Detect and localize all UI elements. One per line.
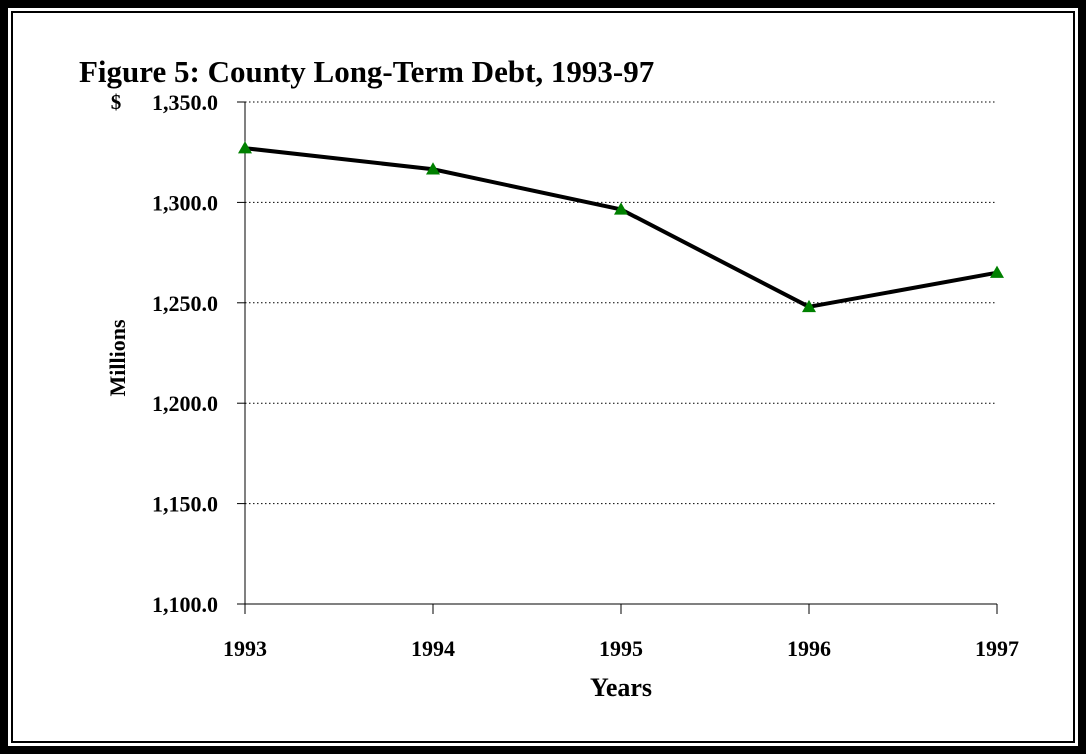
y-tick-label: 1,150.0: [152, 492, 218, 517]
y-tick-label: 1,300.0: [152, 190, 218, 215]
x-tick-label: 1997: [975, 636, 1019, 661]
y-tick-label: 1,250.0: [152, 291, 218, 316]
data-point-marker: [238, 141, 252, 154]
x-tick-label: 1994: [411, 636, 455, 661]
x-axis-label: Years: [590, 673, 652, 702]
data-point-marker: [802, 299, 816, 313]
chart-title: Figure 5: County Long-Term Debt, 1993-97: [79, 54, 654, 89]
y-tick-label: 1,200.0: [152, 391, 218, 416]
x-tick-label: 1995: [599, 636, 643, 661]
data-point-marker: [614, 202, 628, 215]
data-point-marker: [426, 162, 440, 175]
series-line: [244, 146, 998, 309]
x-tick-label: 1996: [787, 636, 831, 661]
y-tick-label: 1,350.0: [152, 90, 218, 115]
x-tick-label: 1993: [223, 636, 267, 661]
y-unit-label: $: [111, 90, 122, 114]
data-point-marker: [990, 265, 1004, 278]
y-axis-label: Millions: [105, 319, 130, 396]
y-tick-label: 1,100.0: [152, 592, 218, 617]
